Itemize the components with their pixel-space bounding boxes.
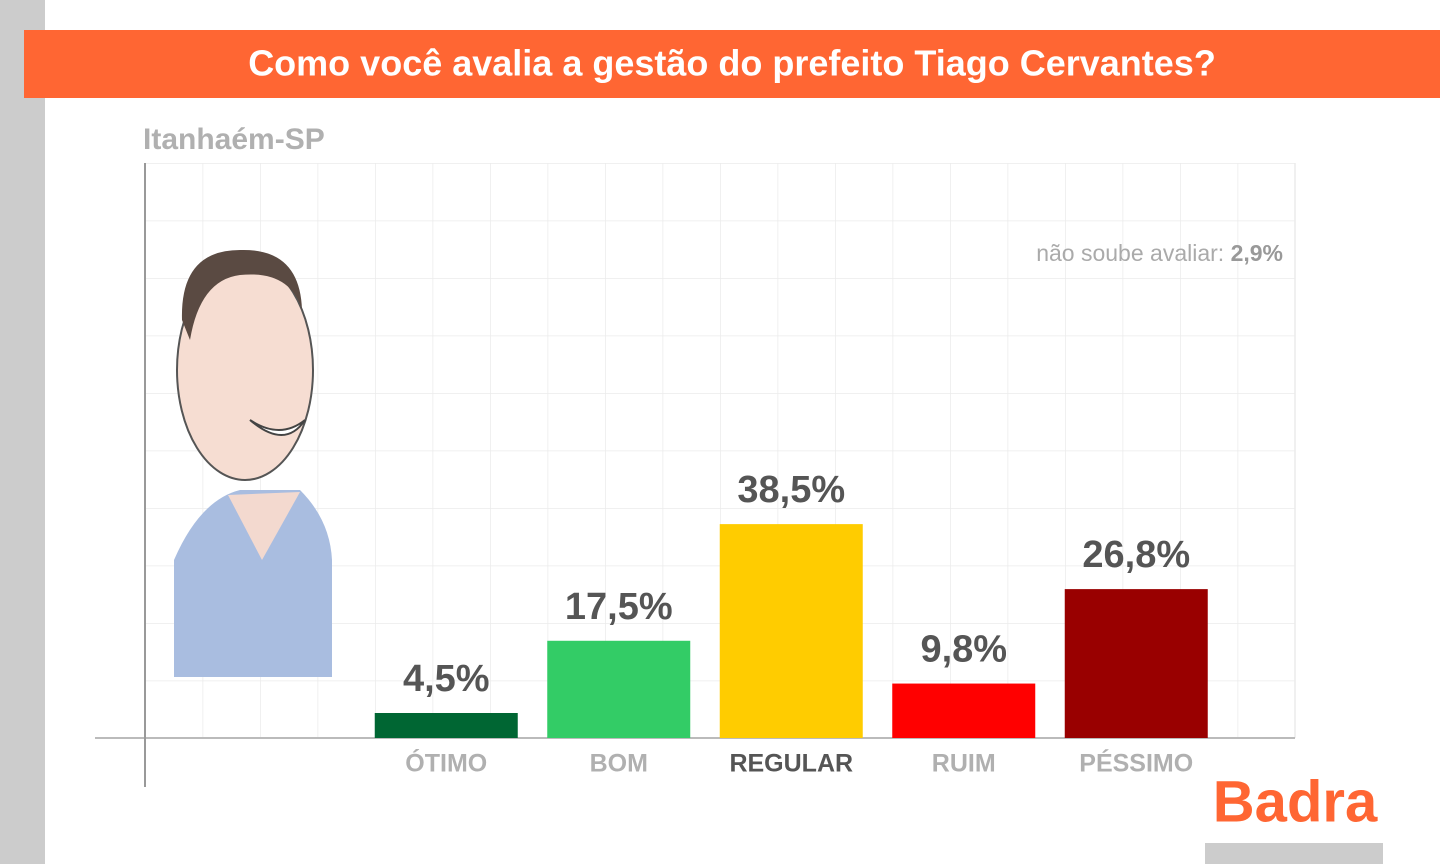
annotation-text: não soube avaliar: [1036, 240, 1224, 266]
bar [374, 713, 518, 738]
x-tick-label: REGULAR [729, 750, 853, 778]
bar [1064, 589, 1208, 738]
side-strip [0, 0, 45, 864]
caricature [174, 249, 332, 677]
x-tick-label: PÉSSIMO [1079, 749, 1193, 778]
annotation-value: 2,9% [1231, 240, 1283, 266]
annotation: não soube avaliar: 2,9% [1036, 240, 1283, 266]
value-label: 17,5% [565, 586, 673, 628]
bar [547, 640, 691, 738]
x-tick-label: ÓTIMO [405, 748, 487, 778]
value-label: 4,5% [403, 658, 490, 700]
bar [719, 524, 863, 738]
chart-title: Como você avalia a gestão do prefeito Ti… [248, 43, 1216, 84]
value-label: 9,8% [920, 629, 1007, 671]
value-label: 38,5% [737, 469, 845, 511]
title-banner [24, 30, 1440, 98]
chart-subtitle: Itanhaém-SP [143, 123, 325, 156]
value-label: 26,8% [1082, 534, 1190, 576]
x-tick-label: RUIM [932, 750, 996, 778]
brand-logo: Badra [1213, 769, 1378, 834]
bar [892, 683, 1036, 738]
brand-bar [1205, 843, 1383, 864]
x-tick-label: BOM [590, 750, 648, 778]
